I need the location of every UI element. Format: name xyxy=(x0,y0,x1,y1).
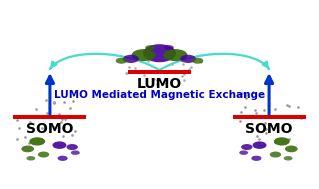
Ellipse shape xyxy=(270,152,281,158)
Ellipse shape xyxy=(26,156,35,160)
Ellipse shape xyxy=(274,137,290,146)
Ellipse shape xyxy=(239,150,248,155)
Text: LUMO: LUMO xyxy=(137,77,182,91)
Ellipse shape xyxy=(253,141,267,149)
Ellipse shape xyxy=(163,49,188,61)
Ellipse shape xyxy=(145,45,155,50)
Ellipse shape xyxy=(164,45,174,50)
Text: SOMO: SOMO xyxy=(245,122,293,136)
Text: SOMO: SOMO xyxy=(26,122,74,136)
Ellipse shape xyxy=(21,146,34,152)
Ellipse shape xyxy=(131,49,156,61)
Ellipse shape xyxy=(123,55,139,63)
Ellipse shape xyxy=(241,144,253,150)
Ellipse shape xyxy=(180,55,196,63)
Ellipse shape xyxy=(251,156,262,161)
Ellipse shape xyxy=(66,144,78,150)
Text: LUMO Mediated Magnetic Exchange: LUMO Mediated Magnetic Exchange xyxy=(54,90,265,99)
Ellipse shape xyxy=(52,141,66,149)
Bar xyxy=(13,115,86,119)
Ellipse shape xyxy=(57,156,68,161)
Ellipse shape xyxy=(192,58,203,64)
Bar xyxy=(233,115,306,119)
Ellipse shape xyxy=(38,152,49,158)
Ellipse shape xyxy=(29,137,45,146)
Bar xyxy=(128,70,191,74)
Ellipse shape xyxy=(143,44,176,62)
Ellipse shape xyxy=(71,150,80,155)
Ellipse shape xyxy=(285,146,298,152)
Ellipse shape xyxy=(116,58,127,64)
Ellipse shape xyxy=(284,156,293,160)
